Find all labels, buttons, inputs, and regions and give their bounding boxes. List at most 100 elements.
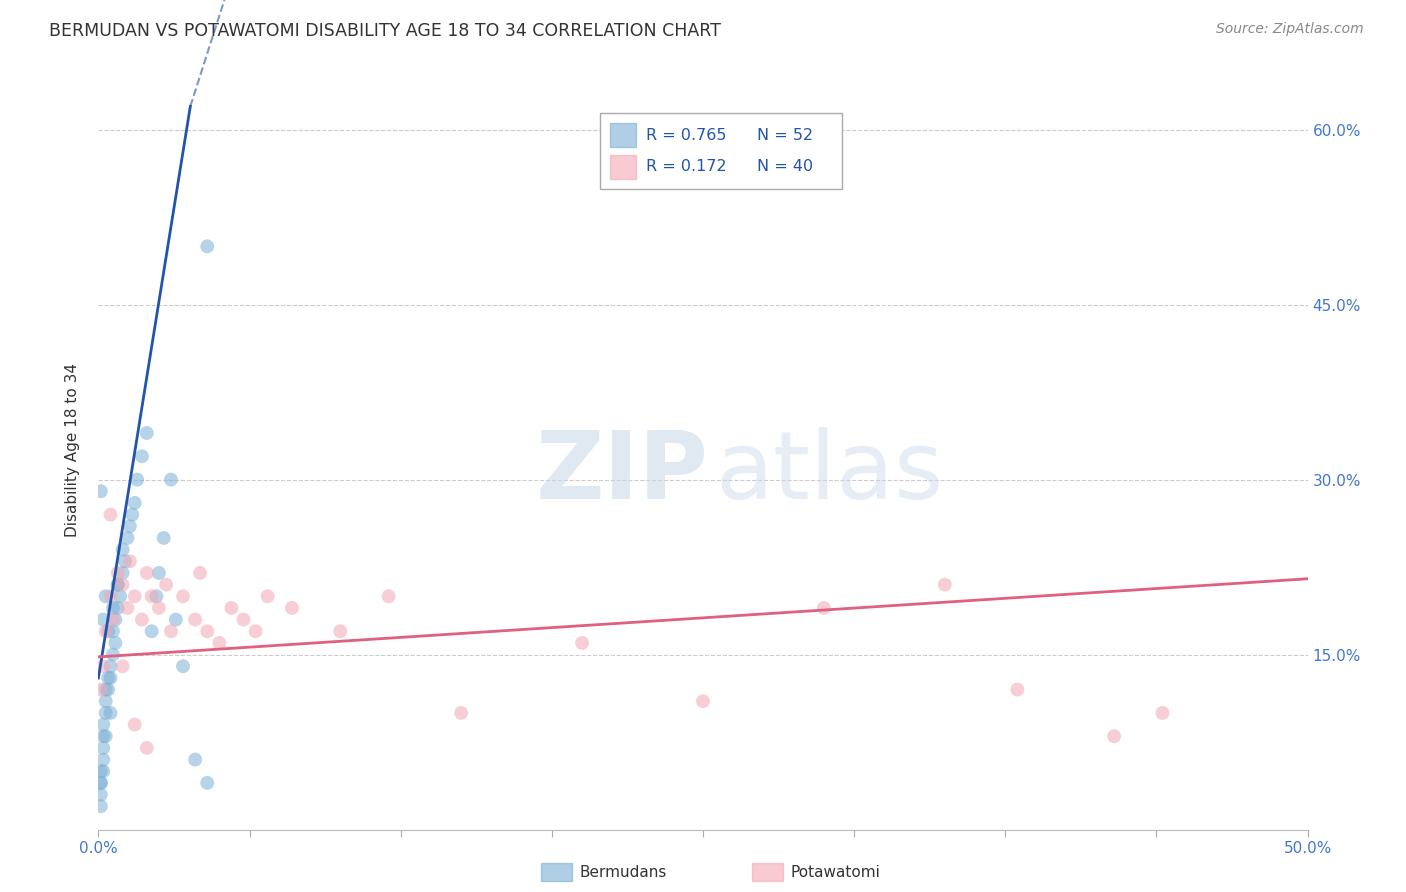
Point xyxy=(934,577,956,591)
Text: Source: ZipAtlas.com: Source: ZipAtlas.com xyxy=(1216,22,1364,37)
Point xyxy=(160,473,183,487)
Point xyxy=(94,729,117,743)
Point xyxy=(124,589,146,603)
Point xyxy=(135,566,157,580)
Text: atlas: atlas xyxy=(716,427,943,519)
Point xyxy=(329,624,352,639)
Point xyxy=(97,671,120,685)
Point xyxy=(94,589,117,603)
Point xyxy=(160,624,183,639)
Point xyxy=(245,624,267,639)
Point xyxy=(117,531,139,545)
FancyBboxPatch shape xyxy=(610,123,637,147)
Point xyxy=(148,601,170,615)
Point xyxy=(107,601,129,615)
Point xyxy=(111,577,134,591)
Text: Bermudans: Bermudans xyxy=(579,865,666,880)
Point xyxy=(281,601,304,615)
Point xyxy=(141,624,163,639)
Point xyxy=(118,519,141,533)
Point xyxy=(118,554,141,568)
Point xyxy=(94,706,117,720)
Point xyxy=(256,589,278,603)
Point xyxy=(90,484,112,499)
Point xyxy=(90,799,112,814)
Point xyxy=(184,613,207,627)
Point xyxy=(101,648,124,662)
Point xyxy=(184,753,207,767)
Point xyxy=(1007,682,1029,697)
Point xyxy=(100,508,122,522)
Point xyxy=(111,542,134,557)
Point xyxy=(141,589,163,603)
Point xyxy=(101,601,124,615)
Point xyxy=(813,601,835,615)
Point xyxy=(94,624,117,639)
Point xyxy=(97,624,120,639)
Point xyxy=(90,776,112,790)
Point xyxy=(97,682,120,697)
Point xyxy=(91,659,114,673)
Point xyxy=(135,425,157,440)
Point xyxy=(91,764,114,779)
Text: ZIP: ZIP xyxy=(536,427,709,519)
Point xyxy=(172,659,194,673)
Point xyxy=(100,671,122,685)
Text: R = 0.765: R = 0.765 xyxy=(647,128,727,143)
Point xyxy=(188,566,211,580)
Point xyxy=(90,776,112,790)
Point xyxy=(1102,729,1125,743)
Point xyxy=(145,589,167,603)
Point xyxy=(172,589,194,603)
Point xyxy=(377,589,399,603)
Point xyxy=(100,706,122,720)
Point xyxy=(101,613,124,627)
Text: R = 0.172: R = 0.172 xyxy=(647,160,727,175)
Point xyxy=(124,496,146,510)
Point xyxy=(91,729,114,743)
Point xyxy=(232,613,254,627)
Point xyxy=(104,636,127,650)
Point xyxy=(114,554,136,568)
Point xyxy=(221,601,243,615)
Point xyxy=(111,566,134,580)
Point xyxy=(107,577,129,591)
FancyBboxPatch shape xyxy=(610,155,637,179)
Point xyxy=(450,706,472,720)
Point xyxy=(90,764,112,779)
Point xyxy=(152,531,174,545)
Point xyxy=(90,682,112,697)
Point xyxy=(94,682,117,697)
Point xyxy=(91,717,114,731)
Point xyxy=(131,450,153,464)
Point xyxy=(100,659,122,673)
Point xyxy=(91,740,114,755)
Point xyxy=(100,589,122,603)
Point xyxy=(91,613,114,627)
Point xyxy=(208,636,231,650)
Point xyxy=(148,566,170,580)
Point xyxy=(195,624,218,639)
Point xyxy=(108,589,131,603)
Point xyxy=(165,613,187,627)
Text: N = 52: N = 52 xyxy=(758,128,814,143)
Point xyxy=(571,636,593,650)
Point xyxy=(195,776,218,790)
Text: Potawatomi: Potawatomi xyxy=(790,865,880,880)
Point xyxy=(104,613,127,627)
Y-axis label: Disability Age 18 to 34: Disability Age 18 to 34 xyxy=(65,363,80,538)
Point xyxy=(127,473,149,487)
Point xyxy=(692,694,714,708)
Point xyxy=(155,577,177,591)
Point xyxy=(91,753,114,767)
Point xyxy=(90,788,112,802)
Point xyxy=(135,740,157,755)
Point xyxy=(124,717,146,731)
Point xyxy=(195,239,218,253)
Point xyxy=(107,577,129,591)
Point xyxy=(131,613,153,627)
FancyBboxPatch shape xyxy=(600,113,842,189)
Point xyxy=(101,624,124,639)
Point xyxy=(1152,706,1174,720)
Point xyxy=(107,566,129,580)
